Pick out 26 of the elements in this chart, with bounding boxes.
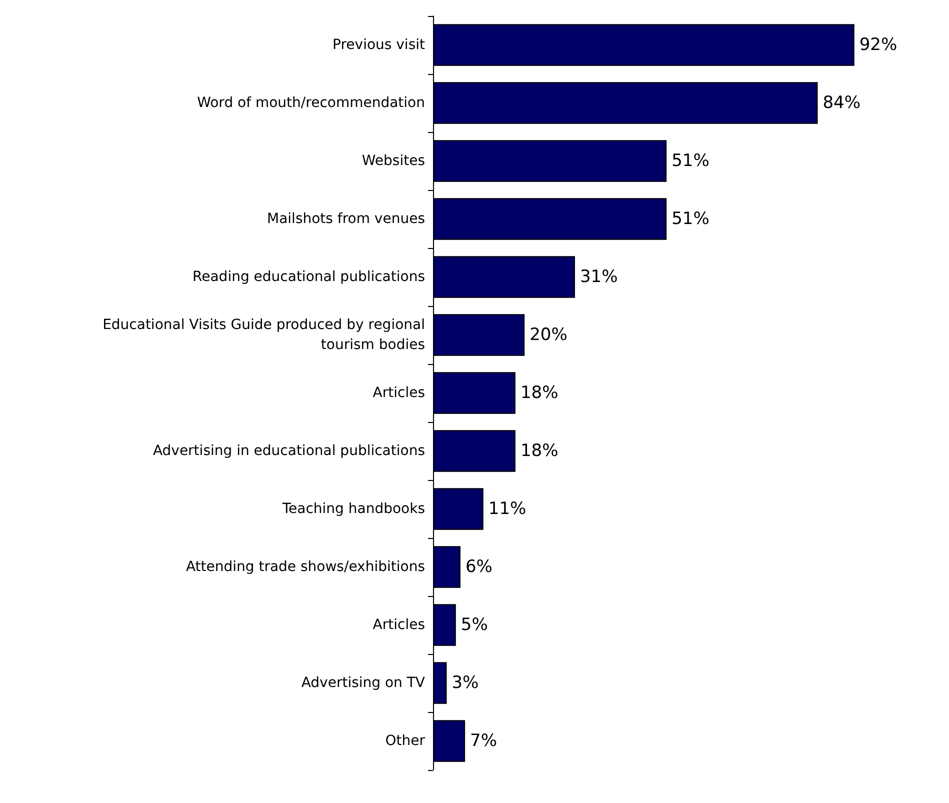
- y-tick-label: Reading educational publications: [192, 269, 425, 285]
- data-label: 51%: [672, 151, 710, 171]
- data-label: 20%: [530, 325, 568, 345]
- data-label: 5%: [460, 615, 488, 635]
- data-label: 11%: [488, 499, 526, 519]
- y-tick-label: Other: [385, 733, 426, 749]
- y-tick-label: Previous visit: [332, 37, 426, 53]
- data-label: 7%: [470, 731, 498, 751]
- data-label: 31%: [580, 267, 618, 287]
- data-label: 6%: [465, 557, 492, 577]
- y-tick-label: Websites: [362, 153, 425, 169]
- data-label: 92%: [859, 35, 898, 55]
- y-tick-label: Word of mouth/recommendation: [197, 95, 425, 111]
- data-label: 18%: [520, 383, 558, 403]
- y-tick-label: Advertising in educational publications: [152, 443, 425, 459]
- y-tick-label: Teaching handbooks: [281, 501, 425, 517]
- data-label: 3%: [452, 673, 479, 693]
- y-tick-label: Mailshots from venues: [267, 211, 425, 227]
- y-tick-label: Advertising on TV: [301, 675, 426, 691]
- data-label: 84%: [822, 93, 861, 113]
- data-label: 51%: [672, 209, 710, 229]
- y-tick-label: Articles: [372, 385, 425, 401]
- y-tick-label: Articles: [372, 617, 425, 633]
- y-tick-label: Attending trade shows/exhibitions: [186, 559, 425, 575]
- y-tick-label: Educational Visits Guide produced by regional tourism bodies: [102, 317, 425, 353]
- data-label: 18%: [520, 441, 558, 461]
